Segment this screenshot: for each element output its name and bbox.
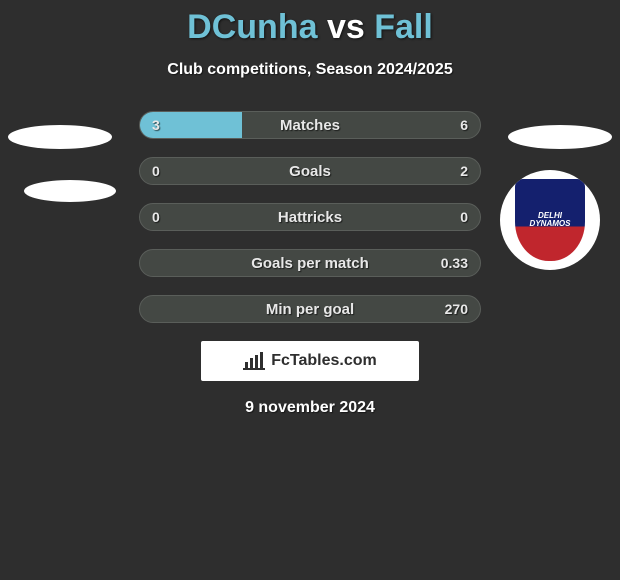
stat-bar-track: Min per goal: [139, 295, 481, 323]
stat-value-right: 0.33: [441, 249, 468, 277]
stat-row: Matches3 6: [0, 111, 620, 139]
stat-bar-track: Matches: [139, 111, 481, 139]
bar-chart-icon: [243, 352, 265, 370]
attribution-text: FcTables.com: [271, 352, 377, 370]
stat-label: Goals: [140, 158, 480, 184]
stat-row: Min per goal270: [0, 295, 620, 323]
stat-bar-track: Goals: [139, 157, 481, 185]
stat-value-left: 0: [152, 203, 160, 231]
stat-row: Goals0 2: [0, 157, 620, 185]
stat-bar-track: Goals per match: [139, 249, 481, 277]
stat-label: Goals per match: [140, 250, 480, 276]
stat-label: Min per goal: [140, 296, 480, 322]
stat-value-right: 2: [460, 157, 468, 185]
stat-value-right: 0: [460, 203, 468, 231]
stat-bar-track: Hattricks: [139, 203, 481, 231]
subtitle: Club competitions, Season 2024/2025: [0, 61, 620, 79]
comparison-title: DCunha vs Fall: [0, 0, 620, 47]
player2-name: Fall: [374, 8, 433, 46]
snapshot-date: 9 november 2024: [0, 399, 620, 417]
stat-value-left: 3: [152, 111, 160, 139]
player1-name: DCunha: [187, 8, 317, 46]
stat-row: Hattricks0 0: [0, 203, 620, 231]
attribution-box: FcTables.com: [201, 341, 419, 381]
stat-label: Hattricks: [140, 204, 480, 230]
vs-label: vs: [327, 8, 365, 46]
stat-value-right: 270: [445, 295, 468, 323]
stat-row: Goals per match0.33: [0, 249, 620, 277]
stat-value-left: 0: [152, 157, 160, 185]
stat-value-right: 6: [460, 111, 468, 139]
